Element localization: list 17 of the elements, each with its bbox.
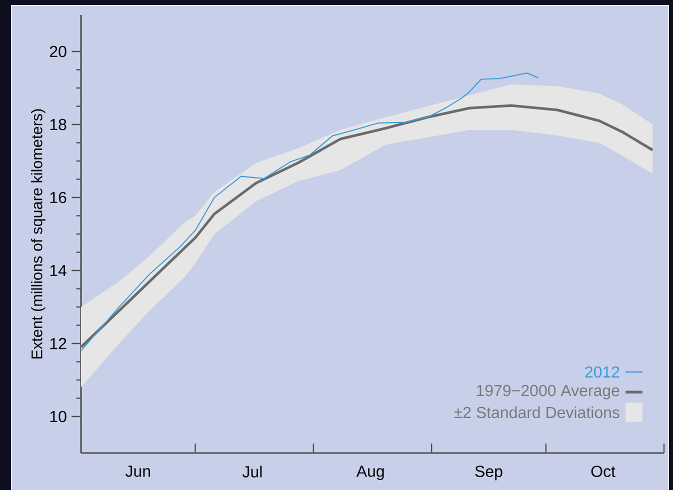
line-series xyxy=(80,104,654,348)
legend-label: 2012 xyxy=(585,366,620,378)
y-tick-label: 14 xyxy=(50,265,66,276)
y-tick-label: 16 xyxy=(50,192,66,204)
y-tick-label: 10 xyxy=(50,410,66,422)
y-tick-label: 12 xyxy=(50,338,66,350)
x-tick-label: Jul xyxy=(242,466,262,478)
annotation: ±2 Standard Deviations xyxy=(454,406,620,418)
y-tick-label: 20 xyxy=(50,46,66,58)
x-tick-label: Aug xyxy=(356,466,384,480)
y-tick-label: 18 xyxy=(50,118,66,130)
legend-label: 1979−2000 Average xyxy=(476,384,620,400)
x-tick-label: Oct xyxy=(591,466,616,478)
x-tick-label: Sep xyxy=(475,466,502,480)
x-tick-label: Jun xyxy=(126,466,150,477)
line-series xyxy=(80,72,539,352)
y-axis-title: Extent (millions of square kilometers) xyxy=(31,109,46,358)
